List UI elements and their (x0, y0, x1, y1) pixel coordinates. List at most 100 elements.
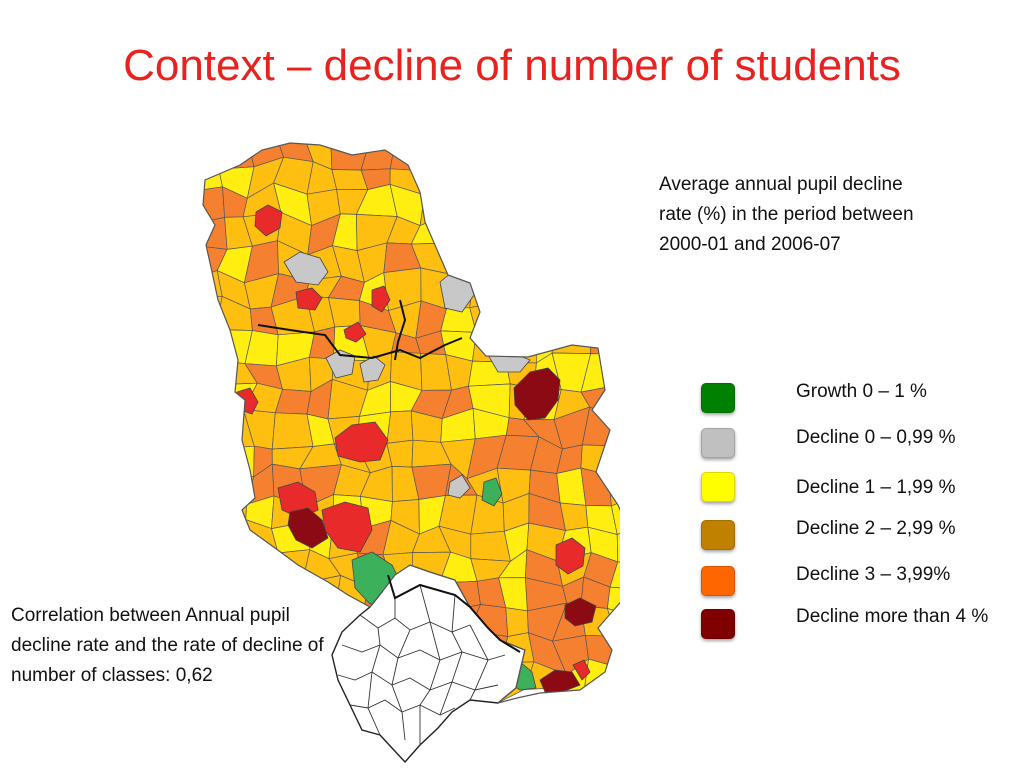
legend-label: Decline 1 – 1,99 % (796, 477, 956, 498)
municipality (448, 242, 482, 281)
municipality-highlight (555, 537, 586, 575)
legend-swatch (701, 520, 735, 550)
municipality (557, 212, 593, 253)
municipality (495, 299, 537, 336)
municipality (360, 143, 396, 171)
legend-swatch (701, 428, 735, 458)
municipality (580, 239, 620, 281)
municipality (203, 493, 228, 529)
legend-label: Growth 0 – 1 % (796, 381, 927, 402)
municipality (221, 445, 255, 478)
serbia-choropleth-map (200, 140, 620, 765)
region-border (257, 324, 463, 360)
municipality-highlight (343, 321, 367, 343)
municipality (610, 165, 620, 196)
map-svg (202, 142, 620, 764)
municipality (586, 303, 617, 339)
municipality (531, 268, 567, 304)
municipality (445, 214, 482, 246)
municipality (560, 268, 593, 304)
municipality-highlight (334, 421, 389, 463)
map-caption: Average annual pupil decline rate (%) in… (659, 174, 914, 255)
municipality-highlight (539, 669, 581, 693)
municipality (203, 407, 223, 451)
country-outline (202, 142, 620, 704)
municipality-border (391, 629, 411, 741)
municipality-border (469, 624, 489, 701)
municipality (471, 158, 501, 190)
municipality (582, 658, 620, 703)
municipality (218, 469, 255, 505)
municipality (411, 463, 452, 500)
municipality (203, 143, 220, 170)
municipality (609, 184, 620, 214)
municipality-highlight (287, 507, 329, 549)
municipality (589, 323, 615, 355)
legend-label: Decline 3 – 3,99% (796, 564, 951, 585)
municipality (586, 268, 617, 306)
municipality-highlight (513, 367, 561, 421)
municipality (218, 519, 247, 560)
legend-label: Decline 0 – 0,99 % (796, 427, 956, 448)
slide-title: Context – decline of number of students (123, 41, 901, 90)
municipality-border (419, 621, 441, 745)
municipality (203, 326, 227, 362)
municipality (609, 561, 620, 591)
legend-swatch (701, 609, 735, 639)
municipality (527, 159, 557, 200)
municipality (613, 239, 620, 275)
municipality (218, 494, 248, 522)
municipality (609, 353, 620, 392)
municipality (203, 353, 231, 388)
municipality (613, 297, 620, 339)
municipality (389, 143, 425, 172)
municipality-highlight (254, 204, 283, 237)
municipality (386, 410, 414, 444)
municipality-border (419, 584, 431, 623)
municipality (472, 240, 506, 281)
municipality (215, 143, 255, 170)
municipality (481, 143, 501, 172)
municipality (579, 184, 620, 214)
municipality (611, 658, 620, 690)
municipality (445, 143, 483, 167)
municipality (218, 546, 253, 591)
municipality-border (451, 594, 456, 633)
municipality (271, 412, 314, 450)
municipality (551, 185, 593, 227)
municipality (203, 520, 228, 560)
municipality (589, 143, 618, 171)
municipality (534, 192, 565, 227)
municipality (615, 633, 620, 669)
municipality (203, 469, 223, 496)
municipality-highlight (283, 251, 329, 286)
municipality (480, 219, 506, 247)
municipality (528, 213, 565, 251)
municipality (527, 143, 557, 164)
municipality-border (439, 631, 463, 716)
municipality (494, 143, 539, 172)
municipality-highlight (447, 474, 471, 499)
municipality (203, 158, 223, 192)
municipality (531, 299, 567, 336)
municipality-highlight (572, 659, 591, 681)
municipality (614, 385, 620, 420)
municipality (203, 383, 231, 416)
legend-label: Decline 2 – 2,99 % (796, 518, 956, 539)
municipality (494, 159, 537, 200)
municipality (579, 168, 619, 187)
municipality-border (337, 671, 499, 691)
municipality-border (341, 644, 506, 661)
municipality (203, 551, 230, 592)
municipality (498, 240, 533, 281)
municipality (494, 182, 537, 221)
municipality (469, 274, 500, 309)
municipality (444, 158, 483, 196)
municipality (413, 143, 454, 172)
municipality-highlight (481, 477, 503, 507)
municipality (554, 303, 591, 332)
municipality (559, 502, 589, 531)
municipality (424, 165, 454, 196)
municipality-border (367, 627, 381, 736)
legend-swatch (701, 383, 735, 413)
